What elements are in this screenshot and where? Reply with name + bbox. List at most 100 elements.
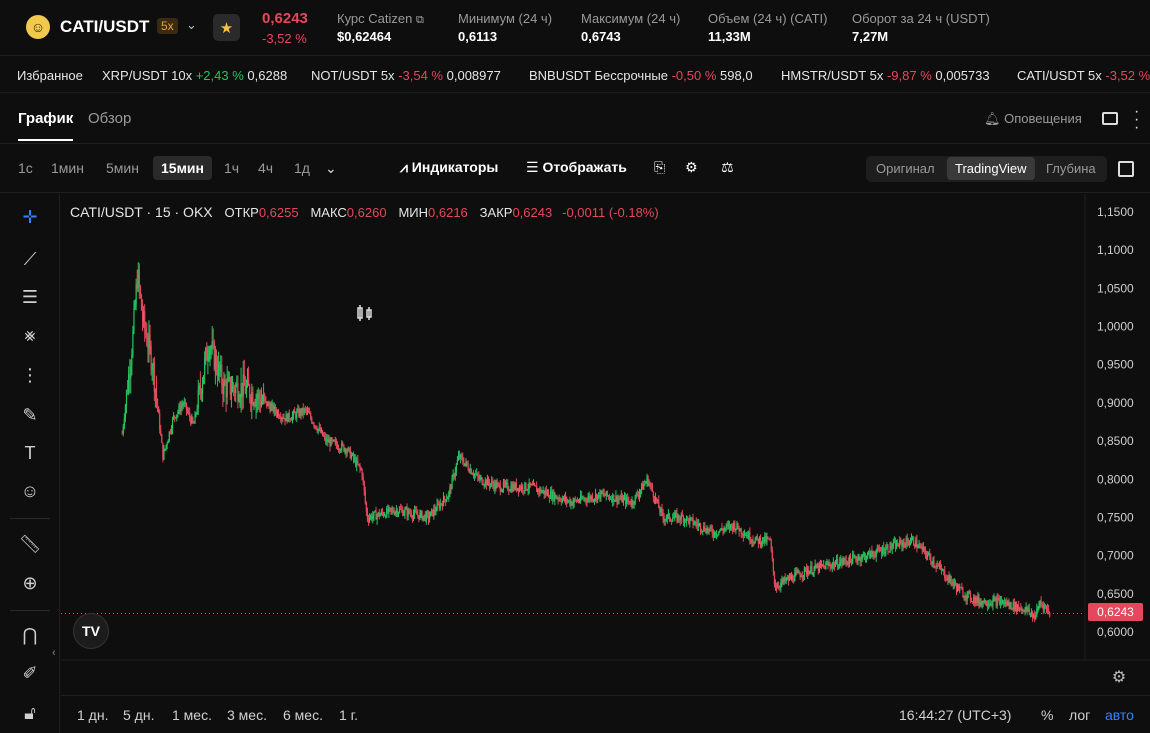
crosshair-icon[interactable]: ✛: [22, 206, 38, 227]
pair-title[interactable]: CATI/USDT: [60, 17, 150, 36]
candle-body: [196, 408, 198, 414]
candle-body: [943, 569, 945, 571]
candle-body: [300, 409, 302, 415]
tab-overview[interactable]: Обзор: [88, 110, 132, 127]
candle-body: [561, 498, 563, 503]
range-3m[interactable]: 3 мес.: [227, 707, 267, 723]
gear-icon[interactable]: ⚙: [685, 159, 698, 175]
clock-timezone[interactable]: 16:44:27 (UTC+3): [899, 707, 1012, 723]
more-vertical-icon[interactable]: · · ·: [1134, 103, 1140, 136]
candle-body: [765, 535, 767, 542]
external-link-icon[interactable]: ⧉: [415, 14, 424, 26]
legend-close-label: ЗАКР: [479, 205, 513, 220]
alerts-button[interactable]: 🔔︎ Оповещения: [984, 111, 1082, 126]
candle-body: [135, 284, 137, 305]
candle-body: [396, 510, 399, 515]
candle-body: [621, 495, 623, 503]
range-5d[interactable]: 5 дн.: [123, 707, 155, 723]
log-scale-toggle[interactable]: лог: [1069, 707, 1091, 723]
chart-canvas[interactable]: 1,1500 1,1000 1,0500 1,0000 0,9500 0,9000 0,85…: [61, 194, 1150, 661]
timeframe-dropdown-chevron-icon[interactable]: ⌄: [325, 160, 337, 176]
collapse-arrow-icon[interactable]: ‹: [52, 647, 56, 659]
fib-lines-icon[interactable]: ☰: [21, 286, 39, 307]
candle-body: [675, 513, 677, 515]
price-tick-label: 1,0500: [1097, 281, 1134, 295]
percent-scale-toggle[interactable]: %: [1041, 707, 1054, 723]
template-icon[interactable]: ⎘: [654, 159, 666, 175]
indicators-button[interactable]: ⩘ Индикаторы: [400, 159, 499, 175]
candle-body: [615, 495, 617, 501]
candle-body: [525, 482, 527, 490]
timeframe-1h[interactable]: 1ч: [224, 160, 240, 176]
ruler-icon[interactable]: 📏︎: [18, 533, 42, 554]
candle-body: [330, 438, 332, 447]
candle-body: [1042, 604, 1044, 610]
ticker-item[interactable]: CATI/USDT 5x -3,52 %: [1017, 68, 1150, 83]
brush-icon[interactable]: ✎: [22, 404, 38, 425]
auto-scale-toggle[interactable]: авто: [1105, 707, 1134, 723]
favorites-label[interactable]: Избранное: [17, 68, 83, 83]
tradingview-logo-icon[interactable]: TV: [73, 613, 109, 649]
axis-settings-icon[interactable]: ⚙: [1111, 669, 1127, 686]
candle-body: [980, 602, 982, 606]
ticker-item[interactable]: XRP/USDT 10x +2,43 % 0,6288: [102, 68, 288, 83]
candle-body: [1015, 602, 1018, 611]
display-button[interactable]: ☰ Отображать: [526, 159, 627, 175]
magnet-icon[interactable]: ⋂: [22, 624, 38, 645]
candle-body: [305, 408, 308, 411]
range-1y[interactable]: 1 г.: [339, 707, 358, 723]
candle-body: [202, 375, 205, 384]
price-tick-label: 0,7500: [1097, 510, 1134, 524]
candle-body: [894, 541, 897, 549]
timeframe-4h[interactable]: 4ч: [258, 160, 274, 176]
candle-body: [334, 441, 336, 443]
timeframe-1d[interactable]: 1д: [294, 160, 310, 176]
candle-body: [612, 494, 614, 502]
timeframe-1s[interactable]: 1с: [18, 160, 33, 176]
timeframe-5m[interactable]: 5мин: [106, 160, 139, 176]
range-1m[interactable]: 1 мес.: [172, 707, 212, 723]
chevron-down-icon[interactable]: ⌄: [186, 17, 197, 32]
range-6m[interactable]: 6 мес.: [283, 707, 323, 723]
candle-body: [777, 586, 779, 589]
candle-body: [941, 569, 944, 571]
timeframe-15m[interactable]: 15мин: [153, 156, 212, 180]
candle-body: [181, 405, 183, 407]
window-icon[interactable]: [1102, 112, 1118, 125]
candle-body: [140, 295, 143, 311]
candle-body: [544, 490, 546, 495]
prediction-icon[interactable]: ⋮: [21, 364, 39, 385]
ticker-item[interactable]: BNBUSDT Бессрочные -0,50 % 598,0: [529, 68, 753, 83]
scales-icon[interactable]: ⚖: [721, 159, 734, 175]
ticker-item[interactable]: HMSTR/USDT 5x -9,87 % 0,005733: [781, 68, 990, 83]
candle-body: [705, 530, 707, 534]
candle-body: [695, 522, 697, 524]
range-1d[interactable]: 1 дн.: [77, 707, 109, 723]
view-depth[interactable]: Глубина: [1046, 161, 1096, 176]
emoji-icon[interactable]: ☺: [20, 480, 40, 501]
candle-body: [195, 413, 197, 415]
candle-body: [687, 516, 689, 519]
trend-line-icon[interactable]: ⟋: [23, 248, 37, 269]
candle-body: [325, 436, 327, 442]
candle-body: [665, 518, 667, 520]
tab-chart[interactable]: График: [18, 110, 74, 141]
zoom-in-icon[interactable]: ⊕: [22, 572, 38, 593]
favorite-star-button[interactable]: ★: [213, 14, 240, 41]
lock-pencil-icon[interactable]: ✐: [22, 662, 38, 683]
candle-body: [593, 498, 596, 500]
ticker-item[interactable]: NOT/USDT 5x -3,54 % 0,008977: [311, 68, 501, 83]
pattern-icon[interactable]: ⨳: [24, 324, 36, 345]
expand-icon[interactable]: [1118, 161, 1134, 177]
price-chart[interactable]: 1,1500 1,1000 1,0500 1,0000 0,9500 0,9000 0,85…: [61, 194, 1150, 661]
candle-body: [425, 512, 427, 521]
timeframe-1m[interactable]: 1мин: [51, 160, 84, 176]
view-original[interactable]: Оригинал: [876, 161, 935, 176]
candle-body: [856, 559, 858, 562]
candle-type-icon[interactable]: [356, 305, 374, 321]
lock-icon[interactable]: 🔓︎: [24, 702, 36, 723]
candle-body: [410, 513, 412, 517]
view-tradingview[interactable]: TradingView: [947, 157, 1035, 180]
text-icon[interactable]: T: [24, 442, 36, 463]
candle-body: [934, 565, 936, 567]
